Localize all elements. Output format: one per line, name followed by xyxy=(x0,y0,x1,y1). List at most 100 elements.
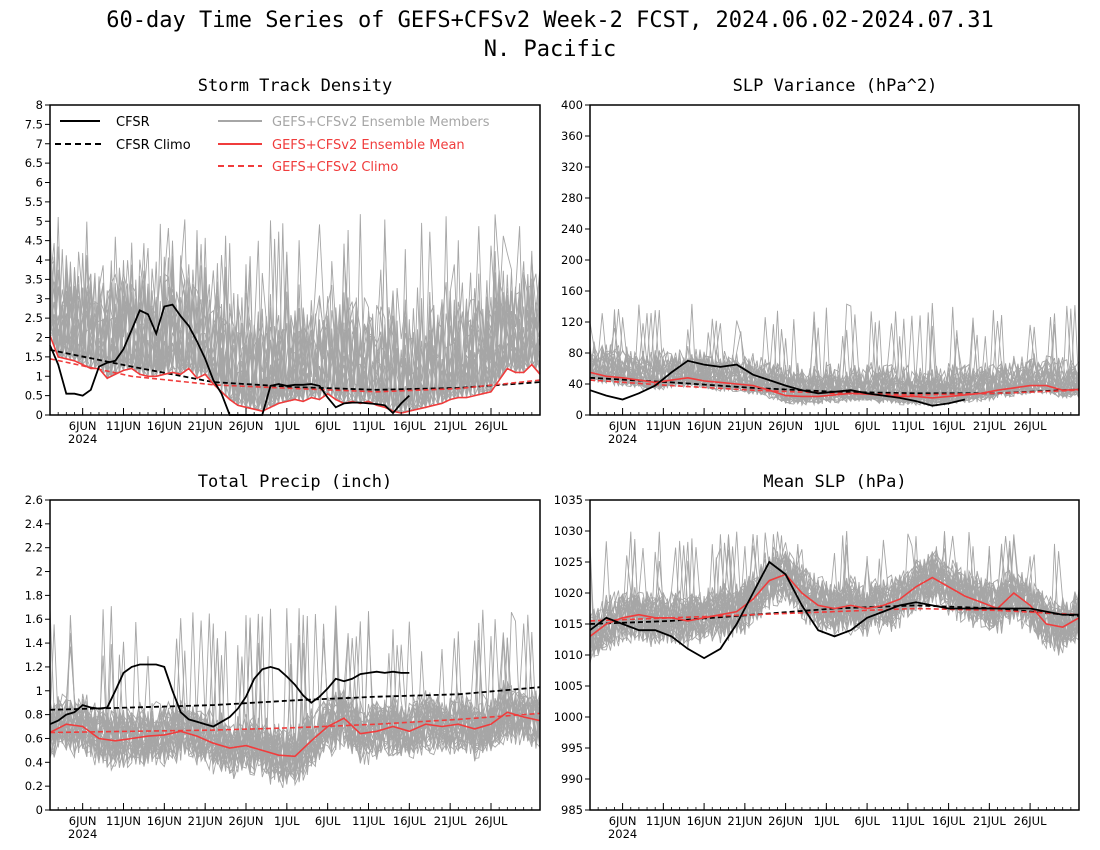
storm-ytick-label: 0.5 xyxy=(25,389,43,403)
mslp-xtick-label: 11JUL xyxy=(891,814,924,828)
mslp-ytick-label: 1020 xyxy=(554,586,583,600)
legend-ens-mean-label: GEFS+CFSv2 Ensemble Mean xyxy=(272,138,465,153)
precip-ytick-label: 2.4 xyxy=(25,517,43,531)
slpvar-ytick-label: 80 xyxy=(568,346,583,360)
mslp-cfsr-line xyxy=(589,560,1079,660)
precip-xtick-label: 6JUL xyxy=(315,814,341,828)
mslp-member-line xyxy=(589,531,1080,650)
legend: CFSR CFSR Climo GEFS+CFSv2 Ensemble Memb… xyxy=(55,115,490,175)
storm-xtick-label: 21JUN xyxy=(188,419,223,433)
mslp-xtick-label: 11JUN xyxy=(646,814,681,828)
slpvar-ens-mean-line xyxy=(589,371,1080,399)
mslp-ytick-label: 1030 xyxy=(554,524,583,538)
storm-xtick-label: 1JUL xyxy=(274,419,300,433)
mslp-ytick-label: 985 xyxy=(561,803,583,817)
precip-member-line xyxy=(49,614,541,775)
precip-xtick-label: 1JUL xyxy=(274,814,300,828)
precip-ytick-label: 2 xyxy=(36,565,43,579)
storm-ytick-label: 8 xyxy=(36,98,43,112)
mslp-member-line xyxy=(589,538,1080,644)
slpvar-ytick-label: 0 xyxy=(576,408,583,422)
slpvar-xtick-label: 6JUN xyxy=(609,419,637,433)
storm-ytick-label: 2 xyxy=(36,331,43,345)
storm-ytick-label: 3 xyxy=(36,292,43,306)
mean-slp-panel: Mean SLP (hPa) 985 990 995 1000 1005 1010 1015… xyxy=(554,472,1080,841)
storm-ytick-label: 5.5 xyxy=(25,195,43,209)
storm-xtick-label: 26JUN xyxy=(228,419,263,433)
slpvar-cfsr-line xyxy=(589,359,966,407)
storm-ytick-label: 6.5 xyxy=(25,156,43,170)
slpvar-ytick-label: 360 xyxy=(561,129,583,143)
storm-year-label: 2024 xyxy=(68,432,97,446)
slpvar-xtick-label: 26JUL xyxy=(1014,419,1047,433)
mslp-ytick-label: 1005 xyxy=(554,679,583,693)
precip-xtick-label: 11JUL xyxy=(352,814,385,828)
slpvar-ytick-label: 320 xyxy=(561,160,583,174)
precip-ytick-label: 1.6 xyxy=(25,612,43,626)
mslp-ytick-label: 1010 xyxy=(554,648,583,662)
precip-xtick-label: 6JUN xyxy=(69,814,97,828)
mslp-ytick-label: 995 xyxy=(561,741,583,755)
total-precip-panel: Total Precip (inch) 0 0.2 0.4 0.6 0.8 1 1.2 1.4… xyxy=(25,472,541,841)
storm-ytick-label: 0 xyxy=(36,408,43,422)
storm-ytick-label: 1 xyxy=(36,369,43,383)
slpvar-xtick-label: 26JUN xyxy=(768,419,803,433)
precip-ytick-label: 1 xyxy=(36,684,43,698)
precip-ytick-label: 1.2 xyxy=(25,660,43,674)
precip-ytick-label: 1.8 xyxy=(25,588,43,602)
figure-subtitle: N. Pacific xyxy=(484,37,616,62)
mslp-year-label: 2024 xyxy=(608,827,637,841)
mslp-ytick-label: 1035 xyxy=(554,493,583,507)
legend-gefs-climo-label: GEFS+CFSv2 Climo xyxy=(272,160,398,175)
mslp-xtick-label: 6JUN xyxy=(609,814,637,828)
slpvar-xtick-label: 16JUL xyxy=(932,419,965,433)
mslp-xtick-label: 16JUL xyxy=(932,814,965,828)
slp-variance-title: SLP Variance (hPa^2) xyxy=(733,76,938,96)
precip-ytick-label: 2.6 xyxy=(25,493,43,507)
mslp-xtick-label: 21JUN xyxy=(727,814,762,828)
precip-xtick-label: 26JUL xyxy=(475,814,508,828)
slp-variance-panel: SLP Variance (hPa^2) 0 40 80 120 160 200 240 28… xyxy=(561,76,1080,446)
mslp-member-line xyxy=(589,550,1080,652)
precip-ytick-label: 0.8 xyxy=(25,708,43,722)
precip-member-line xyxy=(49,608,541,776)
precip-ytick-label: 1.4 xyxy=(25,636,43,650)
storm-ytick-label: 7.5 xyxy=(25,117,43,131)
slpvar-ytick-label: 280 xyxy=(561,191,583,205)
mslp-member-line xyxy=(589,533,1080,658)
slpvar-xtick-label: 1JUL xyxy=(814,419,840,433)
slpvar-member-line xyxy=(589,344,1080,408)
precip-ytick-label: 0.6 xyxy=(25,731,43,745)
total-precip-title: Total Precip (inch) xyxy=(198,472,392,492)
slpvar-ytick-label: 400 xyxy=(561,98,583,112)
slpvar-ytick-label: 120 xyxy=(561,315,583,329)
precip-ens-mean-line xyxy=(49,711,541,758)
storm-xtick-label: 6JUL xyxy=(315,419,341,433)
storm-ytick-label: 2.5 xyxy=(25,311,43,325)
slpvar-xtick-label: 21JUL xyxy=(973,419,1006,433)
legend-cfsr-label: CFSR xyxy=(116,115,150,130)
mslp-xtick-label: 1JUL xyxy=(814,814,840,828)
precip-ensemble-members xyxy=(49,605,541,789)
mslp-member-line xyxy=(589,549,1080,647)
precip-ytick-label: 0 xyxy=(36,803,43,817)
storm-ens-mean-line xyxy=(49,335,541,414)
precip-xtick-label: 11JUN xyxy=(106,814,141,828)
storm-gefs-climo-line xyxy=(49,358,541,393)
storm-track-density-panel: Storm Track Density 0 0.5 1 1.5 2 2.5 3 3.5 4 4.5… xyxy=(25,76,541,446)
storm-xtick-label: 11JUL xyxy=(352,419,385,433)
storm-ensemble-members xyxy=(49,214,541,414)
slpvar-ytick-label: 40 xyxy=(568,377,583,391)
slpvar-ytick-label: 240 xyxy=(561,222,583,236)
mslp-xtick-label: 26JUL xyxy=(1014,814,1047,828)
mslp-xtick-label: 6JUL xyxy=(854,814,880,828)
storm-ytick-label: 1.5 xyxy=(25,350,43,364)
mslp-xtick-label: 21JUL xyxy=(973,814,1006,828)
slpvar-gefs-climo-line xyxy=(589,379,1080,396)
storm-member-line xyxy=(49,251,541,414)
mslp-ytick-label: 1015 xyxy=(554,617,583,631)
mslp-ytick-label: 990 xyxy=(561,772,583,786)
storm-ytick-label: 6 xyxy=(36,176,43,190)
precip-xtick-label: 26JUN xyxy=(228,814,263,828)
